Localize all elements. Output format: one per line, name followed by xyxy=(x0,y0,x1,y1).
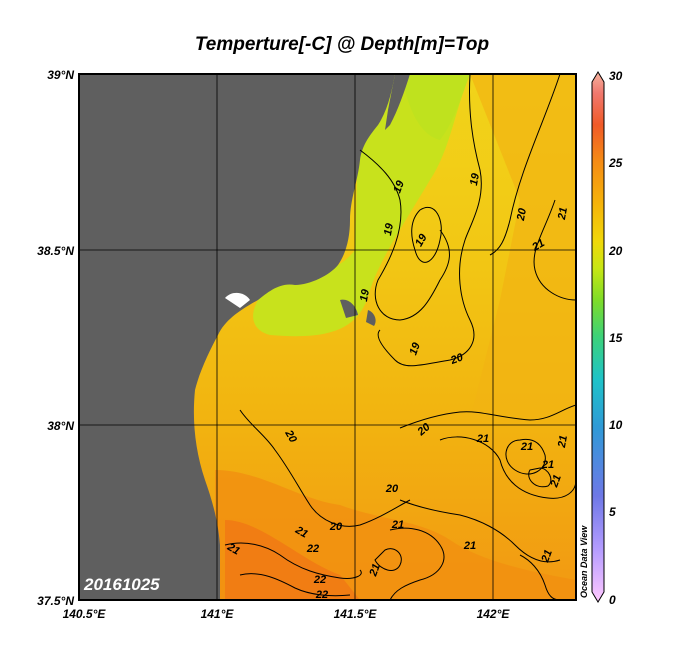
contour-label: 20 xyxy=(385,483,399,495)
contour-lines xyxy=(224,74,576,600)
cool-bay-region xyxy=(405,74,470,140)
coastal-gap xyxy=(225,292,250,308)
colorbar-bar xyxy=(591,71,605,603)
cool-nearshore-region xyxy=(253,74,470,337)
land-peninsula xyxy=(385,74,410,130)
date-stamp: 20161025 xyxy=(83,575,160,594)
contour-label: 21 xyxy=(391,519,404,531)
contour-label: 21 xyxy=(224,541,241,558)
contour-label: 21 xyxy=(463,540,476,552)
lon-tick: 141°E xyxy=(201,607,235,621)
island xyxy=(366,310,376,326)
contour-label: 20 xyxy=(515,207,529,223)
contour-label: 19 xyxy=(358,288,372,303)
colorbar-tick: 5 xyxy=(609,505,616,519)
contour-label: 21 xyxy=(556,434,570,449)
contour-label: 19 xyxy=(382,222,396,237)
contour-label: 22 xyxy=(315,589,328,601)
contour-label: 21 xyxy=(367,562,383,579)
lat-tick: 38.5°N xyxy=(37,244,74,258)
contour-label: 21 xyxy=(529,237,546,254)
southern-hot-region xyxy=(225,520,360,600)
colorbar: 30 25 20 15 10 5 0 xyxy=(591,69,623,607)
land-mass xyxy=(79,74,395,600)
graticule xyxy=(79,74,576,600)
colorbar-tick: 20 xyxy=(608,244,623,258)
contour-label: 21 xyxy=(539,548,555,565)
lon-tick: 140.5°E xyxy=(63,607,107,621)
contour-label: 20 xyxy=(448,351,465,367)
lat-tick: 39°N xyxy=(47,68,74,82)
lat-tick: 38°N xyxy=(47,419,74,433)
lon-tick: 141.5°E xyxy=(334,607,378,621)
contour-label: 22 xyxy=(313,574,326,586)
contour-label: 21 xyxy=(476,433,489,445)
map-frame xyxy=(78,73,577,601)
colorbar-tick: 30 xyxy=(609,69,623,83)
lon-axis: 140.5°E 141°E 141.5°E 142°E xyxy=(63,607,511,621)
contour-label: 21 xyxy=(548,473,564,490)
island xyxy=(340,299,358,318)
colorbar-tick: 10 xyxy=(609,418,623,432)
contour-label: 22 xyxy=(306,543,319,555)
contour-label: 21 xyxy=(520,441,533,453)
contour-label: 21 xyxy=(292,524,309,541)
offshore-warm-region xyxy=(470,74,576,430)
map-title: Temperture[-C] @ Depth[m]=Top xyxy=(194,34,490,55)
contour-label: 21 xyxy=(556,206,570,221)
colorbar-tick: 25 xyxy=(608,156,623,170)
lon-tick: 142°E xyxy=(477,607,511,621)
contour-label: 19 xyxy=(391,178,407,194)
colorbar-tick: 15 xyxy=(609,331,623,345)
contour-label: 20 xyxy=(329,521,343,533)
lat-axis: 39°N 38.5°N 38°N 37.5°N xyxy=(37,68,74,608)
contour-label: 21 xyxy=(541,459,554,471)
watermark: Ocean Data View xyxy=(579,525,589,598)
contour-label: 19 xyxy=(468,172,482,187)
contour-label: 19 xyxy=(407,340,423,356)
lat-tick: 37.5°N xyxy=(37,594,74,608)
colorbar-tick: 0 xyxy=(609,593,616,607)
